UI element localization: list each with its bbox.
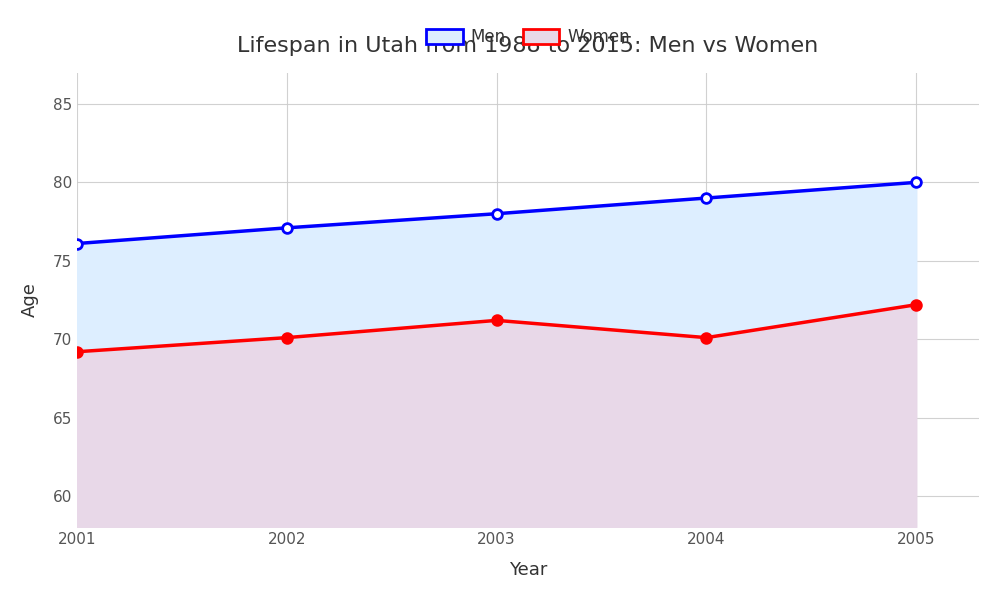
Title: Lifespan in Utah from 1988 to 2015: Men vs Women: Lifespan in Utah from 1988 to 2015: Men … [237, 36, 819, 56]
Legend: Men, Women: Men, Women [419, 22, 637, 53]
X-axis label: Year: Year [509, 561, 547, 579]
Y-axis label: Age: Age [21, 283, 39, 317]
